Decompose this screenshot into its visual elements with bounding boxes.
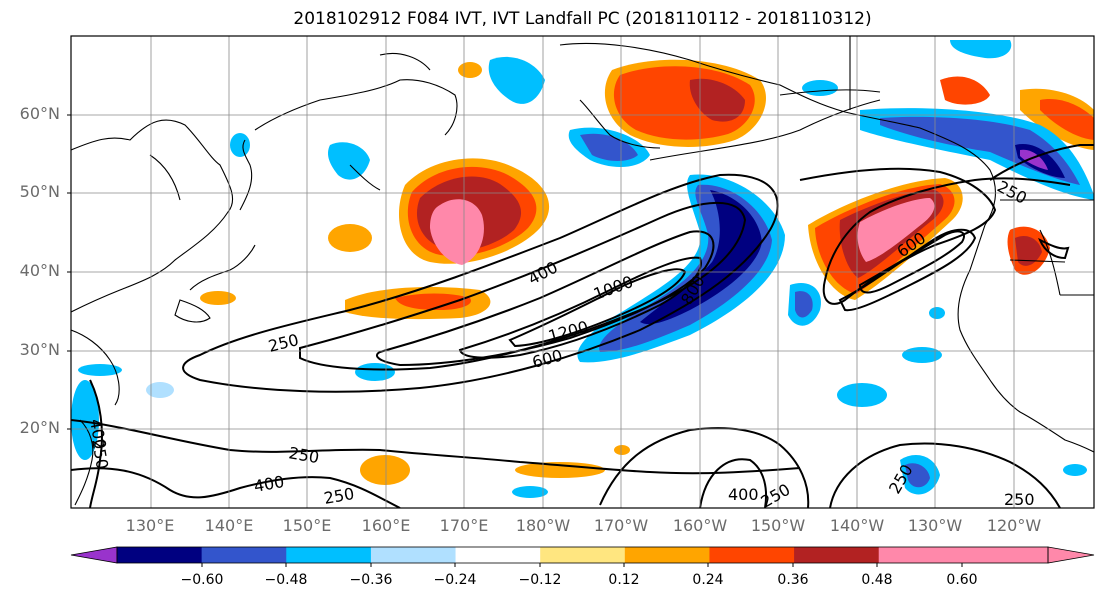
colorbar-segment — [201, 547, 287, 563]
colorbar-tick: −0.12 — [518, 572, 562, 588]
lat-label: 30°N — [19, 340, 60, 359]
colorbar-outline — [116, 546, 1049, 564]
colorbar-tick: 0.24 — [692, 572, 724, 588]
colorbar-segment — [286, 547, 372, 563]
colorbar-segment — [709, 547, 795, 563]
colorbar-segment — [963, 547, 1049, 563]
lat-label: 60°N — [19, 104, 60, 123]
lon-label: 150°E — [282, 516, 332, 535]
colorbar-segment — [370, 547, 457, 563]
lon-label: 130°W — [907, 516, 963, 535]
gridlines — [71, 36, 1094, 508]
contour-label: 400 — [728, 485, 759, 504]
colorbar-tick: −0.48 — [264, 572, 308, 588]
lon-label: 130°E — [125, 516, 175, 535]
colorbar-tick: 0.48 — [861, 572, 893, 588]
lon-label: 120°W — [986, 516, 1042, 535]
colorbar-tick: −0.24 — [433, 572, 477, 588]
colorbar-segment — [794, 547, 880, 563]
colorbar-segment — [624, 547, 710, 563]
positive-anomaly-shading — [200, 59, 1094, 485]
lon-label: 160°E — [361, 516, 411, 535]
lon-label: 140°E — [204, 516, 254, 535]
lon-label: 170°W — [593, 516, 649, 535]
colorbar-segment — [117, 547, 203, 563]
lat-label: 50°N — [19, 182, 60, 201]
lon-label: 170°E — [439, 516, 489, 535]
colorbar-tick: −0.36 — [349, 572, 393, 588]
lon-label: 150°W — [750, 516, 806, 535]
colorbar-tick: 0.12 — [608, 572, 640, 588]
colorbar-segment — [455, 547, 541, 563]
colorbar-tick: 0.36 — [777, 572, 809, 588]
colorbar-tick: 0.60 — [946, 572, 978, 588]
colorbar-arrow-right — [1047, 546, 1095, 564]
colorbar-tick: −0.60 — [180, 572, 224, 588]
lon-label: 180°W — [515, 516, 571, 535]
coastlines — [71, 36, 1094, 506]
lat-label: 20°N — [19, 418, 60, 437]
colorbar-arrow-left — [70, 546, 118, 564]
lon-label: 160°W — [672, 516, 728, 535]
ivt-contours — [71, 144, 1094, 508]
colorbar-segment — [540, 547, 626, 563]
lat-label: 40°N — [19, 261, 60, 280]
lon-label: 140°W — [829, 516, 885, 535]
contour-label: 250 — [1004, 490, 1035, 509]
map-title: 2018102912 F084 IVT, IVT Landfall PC (20… — [293, 9, 872, 29]
colorbar-segment — [878, 547, 964, 563]
